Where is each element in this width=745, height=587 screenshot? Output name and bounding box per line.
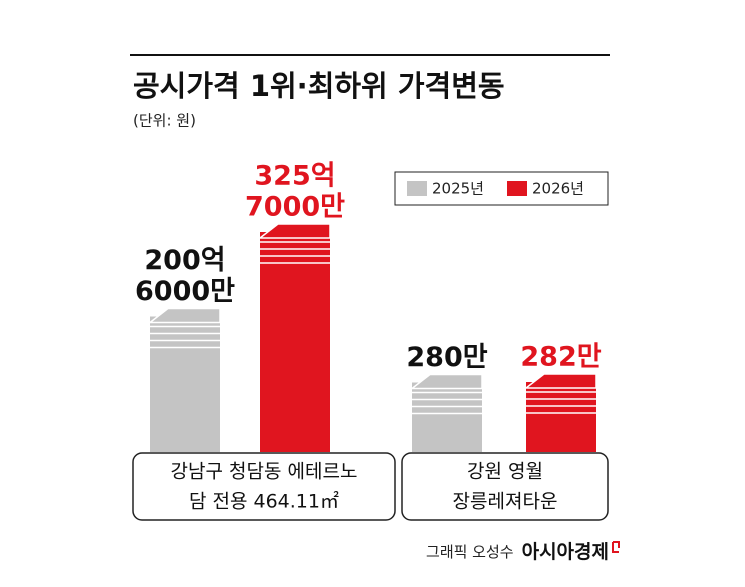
chart-title: 공시가격 1위·최하위 가격변동 [133, 69, 505, 103]
value-label: 6000만 [135, 276, 235, 307]
value-label: 280만 [406, 342, 487, 373]
category-box [132, 452, 396, 521]
bar [150, 316, 220, 452]
bar [412, 382, 482, 452]
value-label: 325억 [254, 161, 335, 192]
bar [260, 232, 330, 452]
category-label: 담 전용 464.11㎡ [189, 490, 339, 513]
stack-top [147, 307, 221, 324]
stack-top [523, 373, 597, 389]
legend-label: 2026년 [532, 180, 584, 198]
brand: 아시아경제 [522, 541, 609, 563]
footer: 그래픽 오성수 아시아경제 [426, 541, 609, 563]
brand-mark [612, 541, 620, 553]
category-label: 강원 영월 [467, 461, 543, 483]
legend-label: 2025년 [432, 180, 484, 198]
bar [526, 382, 596, 452]
category-label: 강남구 청담동 에테르노 [171, 461, 358, 483]
legend-swatch [407, 181, 427, 196]
credit: 그래픽 오성수 [426, 543, 514, 561]
value-label: 200억 [144, 245, 225, 276]
legend-box [394, 171, 609, 206]
value-label: 282만 [520, 342, 601, 373]
stack-top [409, 373, 483, 390]
category-box [401, 452, 609, 521]
legend-swatch [507, 181, 527, 196]
value-label: 7000만 [245, 192, 345, 223]
stack-top [257, 223, 331, 239]
subtitle: (단위: 원) [133, 112, 196, 130]
category-label: 장릉레져타운 [453, 491, 558, 513]
